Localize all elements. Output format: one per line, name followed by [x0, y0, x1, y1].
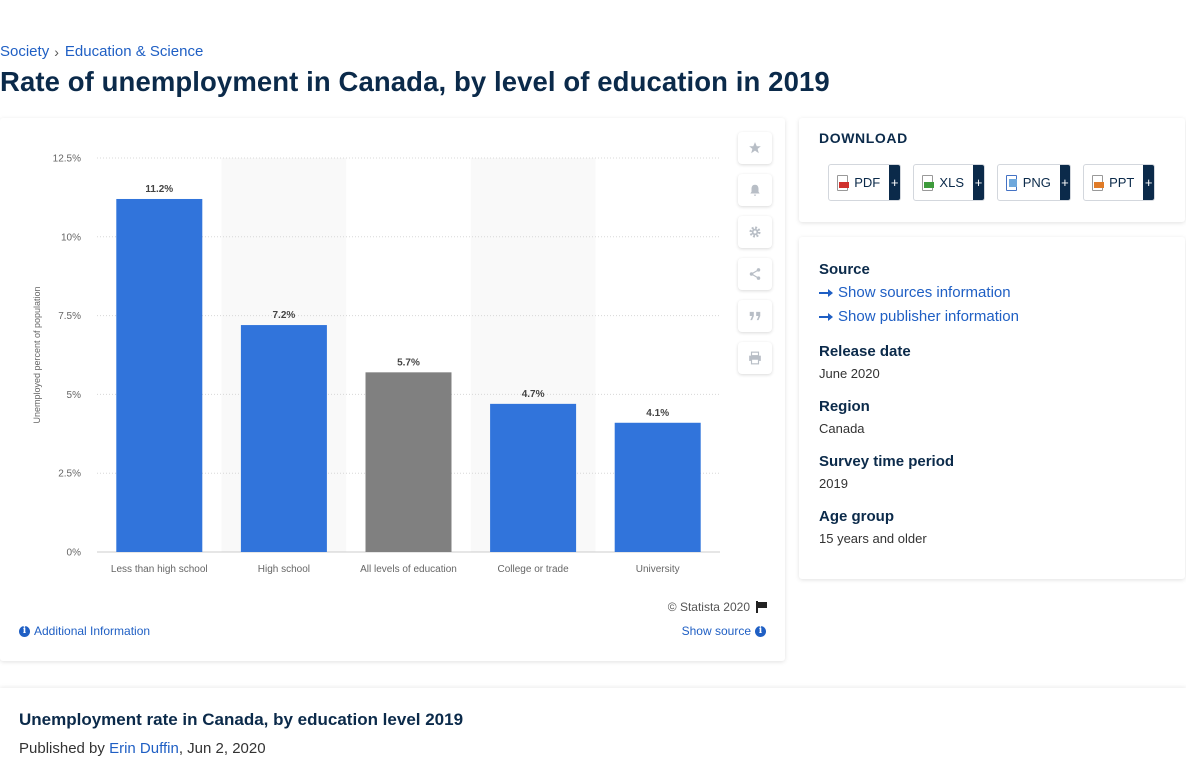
- statistic-summary-title: Unemployment rate in Canada, by educatio…: [19, 710, 464, 729]
- share-icon[interactable]: [738, 258, 772, 290]
- download-ppt-button[interactable]: PPT +: [1083, 164, 1155, 201]
- quote-icon[interactable]: [738, 300, 772, 332]
- gear-icon[interactable]: [738, 216, 772, 248]
- print-icon[interactable]: [738, 342, 772, 374]
- bar: [116, 198, 203, 552]
- arrow-right-icon: [819, 312, 833, 322]
- chart-toolbar: [738, 132, 772, 384]
- info-icon: i: [755, 625, 766, 637]
- bell-icon[interactable]: [738, 174, 772, 206]
- download-png-button[interactable]: PNG +: [997, 164, 1071, 201]
- data-label: 5.7%: [397, 357, 420, 368]
- download-xls-label: XLS: [939, 175, 964, 190]
- copyright: © Statista 2020: [668, 600, 767, 614]
- y-tick-label: 10%: [61, 232, 81, 243]
- data-label: 7.2%: [273, 310, 296, 321]
- plus-icon: +: [1059, 165, 1070, 200]
- x-tick-label: All levels of education: [360, 564, 457, 575]
- source-label: Source: [819, 261, 870, 278]
- additional-info-link[interactable]: i Additional Information: [19, 624, 150, 638]
- plus-icon: +: [889, 165, 900, 200]
- xls-file-icon: [922, 174, 935, 191]
- plus-icon: +: [1143, 165, 1154, 200]
- bar-chart: 0% 2.5% 5% 7.5% 10% 12.5% Unemployed percent o…: [32, 154, 720, 575]
- breadcrumb-separator: ›: [54, 43, 59, 60]
- additional-info-label: Additional Information: [34, 624, 151, 638]
- flag-icon[interactable]: [756, 601, 767, 613]
- download-title: DOWNLOAD: [819, 130, 908, 146]
- region-label: Region: [819, 398, 870, 415]
- arrow-right-icon: [819, 288, 833, 298]
- data-label: 4.1%: [646, 408, 669, 419]
- show-sources-link[interactable]: Show sources information: [819, 284, 1011, 301]
- y-tick-label: 5%: [67, 390, 82, 401]
- statistic-summary-card: Unemployment rate in Canada, by educatio…: [0, 688, 1186, 760]
- copyright-text: © Statista 2020: [667, 600, 750, 614]
- info-icon: i: [19, 625, 30, 637]
- bar: [240, 325, 327, 552]
- star-icon[interactable]: [738, 132, 772, 164]
- show-source-link[interactable]: Show source i: [682, 624, 766, 638]
- download-png-label: PNG: [1022, 175, 1051, 190]
- y-axis-title: Unemployed percent of population: [32, 286, 42, 423]
- download-pdf-label: PDF: [854, 175, 881, 190]
- statistic-info-card: Source Show sources information Show pub…: [799, 237, 1185, 579]
- page-title: Rate of unemployment in Canada, by level…: [0, 66, 830, 97]
- published-prefix: Published by: [19, 740, 110, 757]
- bar: [365, 372, 452, 552]
- x-tick-label: University: [636, 564, 680, 575]
- y-tick-label: 2.5%: [58, 469, 81, 480]
- x-tick-label: College or trade: [498, 564, 570, 575]
- chart-card: 0% 2.5% 5% 7.5% 10% 12.5% Unemployed percent o…: [0, 118, 785, 661]
- show-sources-label: Show sources information: [838, 284, 1011, 301]
- png-file-icon: [1006, 174, 1017, 191]
- x-tick-label: Less than high school: [111, 564, 208, 575]
- plus-icon: +: [973, 165, 984, 200]
- breadcrumb: Society › Education & Science: [0, 43, 203, 60]
- age-group-label: Age group: [819, 508, 894, 525]
- release-date-label: Release date: [819, 343, 911, 360]
- download-pdf-button[interactable]: PDF +: [828, 164, 901, 201]
- download-card: DOWNLOAD PDF + XLS + PNG + PPT +: [799, 118, 1185, 222]
- age-group-value: 15 years and older: [819, 531, 927, 546]
- y-tick-label: 7.5%: [58, 311, 81, 322]
- download-ppt-label: PPT: [1109, 175, 1135, 190]
- download-xls-button[interactable]: XLS +: [913, 164, 985, 201]
- release-date-value: June 2020: [819, 366, 880, 381]
- published-by: Published by Erin Duffin, Jun 2, 2020: [19, 740, 266, 757]
- show-publisher-label: Show publisher information: [838, 308, 1019, 325]
- breadcrumb-society-link[interactable]: Society: [0, 43, 50, 60]
- show-source-label: Show source: [681, 624, 751, 638]
- survey-period-label: Survey time period: [819, 453, 955, 470]
- data-label: 4.7%: [522, 389, 545, 400]
- download-buttons: PDF + XLS + PNG + PPT +: [828, 164, 1155, 201]
- bar: [490, 403, 577, 552]
- ppt-file-icon: [1092, 174, 1105, 191]
- pdf-file-icon: [837, 174, 850, 191]
- bar: [614, 422, 701, 552]
- breadcrumb-education-link[interactable]: Education & Science: [64, 43, 204, 60]
- survey-period-value: 2019: [819, 476, 848, 491]
- show-publisher-link[interactable]: Show publisher information: [819, 308, 1019, 325]
- author-link[interactable]: Erin Duffin: [109, 740, 179, 757]
- y-tick-label: 0%: [67, 548, 82, 559]
- region-value: Canada: [819, 421, 865, 436]
- x-tick-label: High school: [258, 564, 310, 575]
- data-label: 11.2%: [145, 184, 173, 195]
- y-tick-label: 12.5%: [53, 154, 81, 165]
- published-date: , Jun 2, 2020: [178, 740, 266, 757]
